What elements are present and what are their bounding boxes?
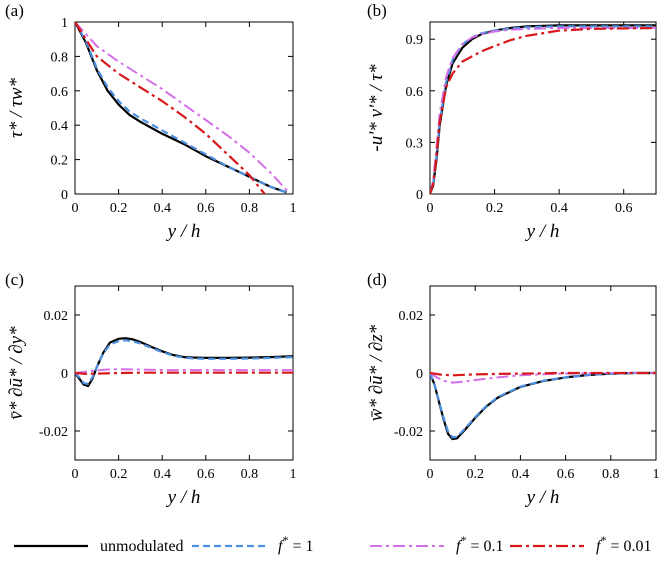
x-axis-label: y / h <box>166 221 201 242</box>
y-tick-label: 0.2 <box>51 154 69 169</box>
series-line-f1 <box>430 371 656 439</box>
series-line-f01 <box>75 368 293 374</box>
series-line-f001 <box>75 371 293 375</box>
panel-label-b: (b) <box>367 1 387 20</box>
series-line-f001 <box>430 26 656 194</box>
x-tick-label: 0.4 <box>550 201 568 216</box>
x-tick-label: 0.2 <box>110 467 128 482</box>
panel-a: 0 0.2 0.4 0.6 0.8 1 0 0.2 0.4 0.6 0.8 1 y / h τ* / τw… <box>6 16 297 242</box>
series-line-f001 <box>430 371 656 377</box>
y-tick-label: 1 <box>61 16 68 31</box>
x-tick-label: 0.8 <box>602 467 620 482</box>
y-axis-label: v̄* ∂ū* / ∂y* <box>6 326 27 420</box>
x-tick-label: 1 <box>653 467 660 482</box>
y-tick-label: 0.9 <box>406 33 424 48</box>
x-tick-label: 0.6 <box>615 201 633 216</box>
y-tick-label: -0.02 <box>394 425 423 440</box>
x-tick-label: 0.8 <box>241 467 259 482</box>
plot-frame <box>429 21 657 195</box>
x-axis-label: y / h <box>166 487 201 508</box>
panel-c: 0 0.2 0.4 0.6 0.8 1 -0.02 0 0.02 y / h v̄* ∂ū* / ∂… <box>6 285 297 508</box>
x-axis-label: y / h <box>525 487 560 508</box>
series-line-unmod <box>75 22 287 194</box>
x-tick-label: 1 <box>290 201 297 216</box>
y-tick-label: 0 <box>416 367 423 382</box>
series-line-f1 <box>75 22 287 194</box>
x-tick-label: 0 <box>72 201 79 216</box>
legend-label-f1: f* = 1 <box>278 533 313 555</box>
panel-label-a: (a) <box>5 1 24 20</box>
series-line-f01 <box>75 22 290 193</box>
legend-label-unmod: unmodulated <box>100 538 184 555</box>
y-tick-label: 0 <box>416 188 423 203</box>
y-axis-label: τ* / τw* <box>6 77 27 138</box>
plot-frame <box>74 21 294 195</box>
x-tick-label: 0 <box>427 201 434 216</box>
x-tick-label: 1 <box>290 467 297 482</box>
series-line-unmod <box>75 337 293 388</box>
x-tick-label: 0.8 <box>241 201 259 216</box>
series-line-f001 <box>75 22 266 194</box>
series-line-f1 <box>75 339 293 386</box>
panel-b: 0 0.2 0.4 0.6 0 0.3 0.6 0.9 y / h -u'* v'* / τ* <box>366 21 657 242</box>
x-tick-label: 0.4 <box>153 201 171 216</box>
x-tick-label: 0 <box>427 467 434 482</box>
x-tick-label: 0.2 <box>486 201 504 216</box>
y-tick-label: -0.02 <box>39 425 68 440</box>
y-tick-label: 0.02 <box>44 309 69 324</box>
x-tick-label: 0.2 <box>466 467 484 482</box>
x-tick-label: 0.2 <box>110 201 128 216</box>
y-tick-label: 0.6 <box>406 85 424 100</box>
x-tick-label: 0.4 <box>512 467 530 482</box>
x-tick-label: 0.6 <box>197 201 215 216</box>
y-axis-label: w̄* ∂ū* / ∂z* <box>366 324 387 421</box>
y-tick-label: 0.4 <box>51 119 69 134</box>
y-axis-label: -u'* v'* / τ* <box>366 64 387 152</box>
panel-d: 0 0.2 0.4 0.6 0.8 1 -0.02 0 0.02 y / h w̄* ∂ū* / ∂… <box>366 285 660 508</box>
legend-label-f001: f* = 0.01 <box>596 533 651 555</box>
series-line-f1 <box>430 25 656 194</box>
x-axis-label: y / h <box>525 221 560 242</box>
x-tick-label: 0.4 <box>153 467 171 482</box>
x-tick-label: 0 <box>72 467 79 482</box>
series-line-unmod <box>430 24 656 194</box>
y-tick-label: 0.6 <box>51 85 69 100</box>
y-tick-label: 0 <box>61 367 68 382</box>
y-tick-label: 0.8 <box>51 50 69 65</box>
y-tick-label: 0 <box>61 188 68 203</box>
panel-label-d: (d) <box>367 270 387 289</box>
x-tick-label: 0.6 <box>557 467 575 482</box>
legend: unmodulated f* = 1 f* = 0.1 f* = 0.01 <box>14 533 651 555</box>
series-line-f01 <box>430 27 656 194</box>
y-tick-label: 0.02 <box>399 309 424 324</box>
legend-label-f01: f* = 0.1 <box>456 533 503 555</box>
x-tick-label: 0.6 <box>197 467 215 482</box>
panel-label-c: (c) <box>5 270 24 289</box>
y-tick-label: 0.3 <box>406 136 424 151</box>
